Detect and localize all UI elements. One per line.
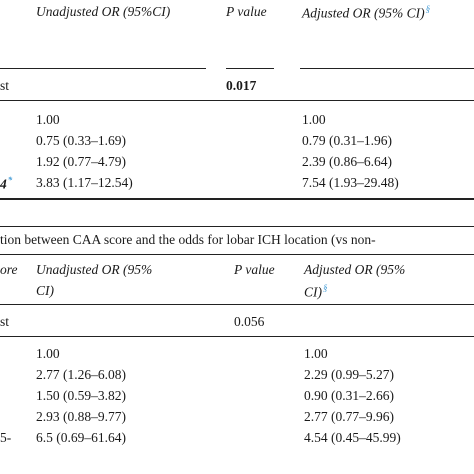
- table1-rule-body: [0, 100, 474, 101]
- table1-rule-bottom: [0, 198, 474, 200]
- table2-cell-adjusted: 2.77 (0.77–9.96): [304, 409, 394, 424]
- table2-cell-unadjusted: 1.00: [36, 346, 60, 361]
- table1-cell-adjusted: 2.39 (0.86–6.64): [302, 154, 392, 169]
- table2-cell-unadjusted: 2.93 (0.88–9.77): [36, 409, 126, 424]
- table1-cell-adjusted: 7.54 (1.93–29.48): [302, 175, 399, 190]
- table2-cell-adjusted: 4.54 (0.45–45.99): [304, 430, 401, 445]
- table2-cell-unadjusted: 1.50 (0.59–3.82): [36, 388, 126, 403]
- table1-rule-left: [0, 68, 206, 69]
- table1-header-pvalue: P value: [226, 4, 267, 19]
- table2-trend-pvalue: 0.056: [234, 314, 265, 329]
- table1-cell-unadjusted: 0.75 (0.33–1.69): [36, 133, 126, 148]
- table1-cell-unadjusted: 1.00: [36, 112, 60, 127]
- table2-cell-adjusted: 1.00: [304, 346, 328, 361]
- table2-cell-adjusted: 0.90 (0.31–2.66): [304, 388, 394, 403]
- table2-rule-header: [0, 304, 474, 305]
- table2-cell-unadjusted: 6.5 (0.69–61.64): [36, 430, 126, 445]
- table2-rule-body: [0, 336, 474, 337]
- table2-cell-adjusted: 2.29 (0.99–5.27): [304, 367, 394, 382]
- table1-rule-mid: [226, 68, 274, 69]
- table1-cell-unadjusted: 3.83 (1.17–12.54): [36, 175, 133, 190]
- table1-cell-unadjusted: 1.92 (0.77–4.79): [36, 154, 126, 169]
- table2-row-label: 5-: [0, 430, 12, 445]
- table2-header-unadjusted-line2: CI): [36, 283, 54, 298]
- table1-cell-adjusted: 0.79 (0.31–1.96): [302, 133, 392, 148]
- table1-trend-pvalue: 0.017: [226, 78, 257, 93]
- table1-header-adjusted: Adjusted OR (95% CI)§: [302, 4, 431, 21]
- table2-header-score: ore: [0, 262, 18, 277]
- table2-header-adjusted-line2: CI)§: [304, 283, 328, 300]
- table2-caption: tion between CAA score and the odds for …: [0, 232, 376, 247]
- table2-rule-caption: [0, 254, 474, 255]
- table1-row-label: 4*: [0, 175, 13, 192]
- table1-header-unadjusted: Unadjusted OR (95%CI): [36, 4, 171, 19]
- table2-rule-top: [0, 226, 474, 227]
- table1-trend-label: st: [0, 78, 10, 93]
- table2-cell-unadjusted: 2.77 (1.26–6.08): [36, 367, 126, 382]
- table2-trend-label: st: [0, 314, 10, 329]
- table2-header-unadjusted-line1: Unadjusted OR (95%: [36, 262, 153, 277]
- table2-header-pvalue: P value: [234, 262, 275, 277]
- table1-rule-right: [300, 68, 474, 69]
- table2-header-adjusted-line1: Adjusted OR (95%: [304, 262, 406, 277]
- table1-cell-adjusted: 1.00: [302, 112, 326, 127]
